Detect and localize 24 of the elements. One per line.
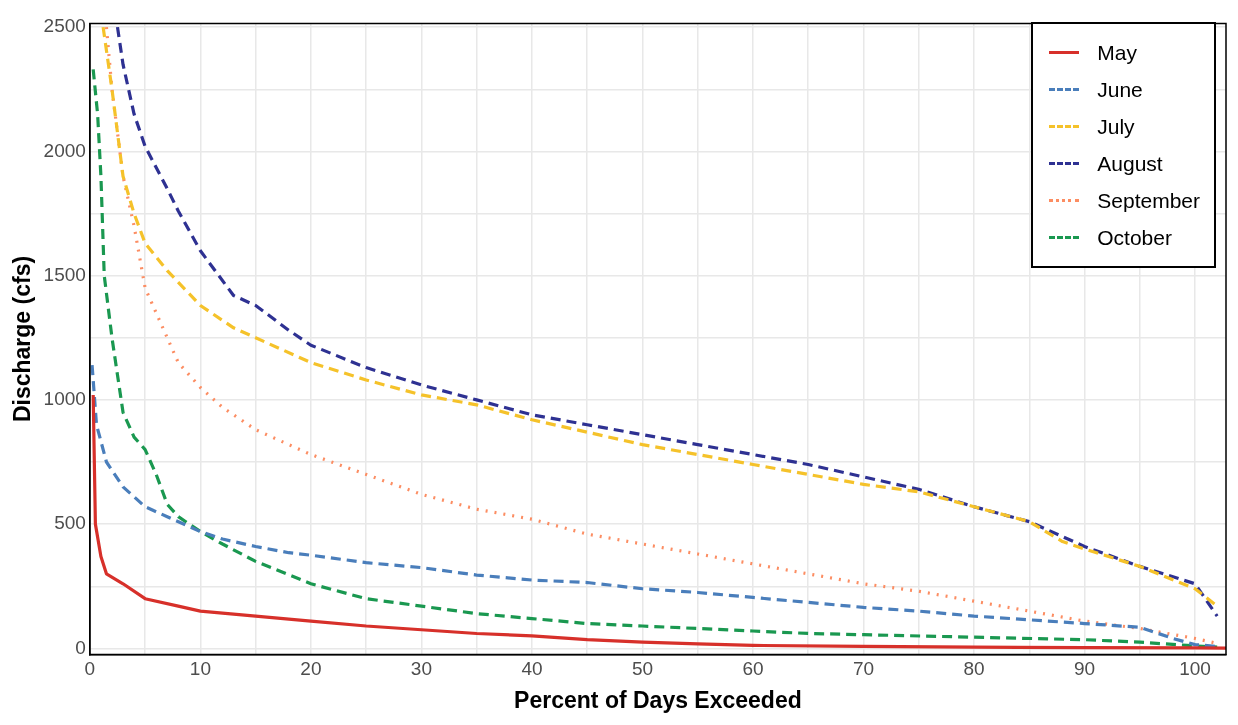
y-tick-label: 2500 [43,15,86,37]
legend-label: May [1097,40,1137,65]
legend-label: July [1097,114,1135,139]
y-tick-label: 0 [75,636,86,658]
x-tick-label: 20 [300,658,322,680]
x-tick-label: 30 [410,658,432,680]
x-tick-label: 10 [189,658,211,680]
x-tick-label: 90 [1073,658,1096,680]
y-axis-title: Discharge (cfs) [9,255,36,423]
legend-label: August [1097,151,1163,176]
y-tick-label: 2000 [43,139,86,161]
legend-label: June [1097,77,1143,102]
x-axis-title: Percent of Days Exceeded [514,686,802,713]
x-tick-label: 50 [631,658,654,680]
y-tick-label: 1000 [43,388,86,410]
x-tick-label: 60 [742,658,764,680]
x-tick-label: 80 [963,658,985,680]
legend-label: October [1097,225,1172,250]
x-tick-label: 40 [521,658,543,680]
x-tick-label: 100 [1179,658,1211,680]
y-tick-label: 500 [54,512,86,534]
y-tick-label: 1500 [43,263,86,285]
x-tick-label: 70 [852,658,875,680]
legend-label: September [1097,188,1200,213]
